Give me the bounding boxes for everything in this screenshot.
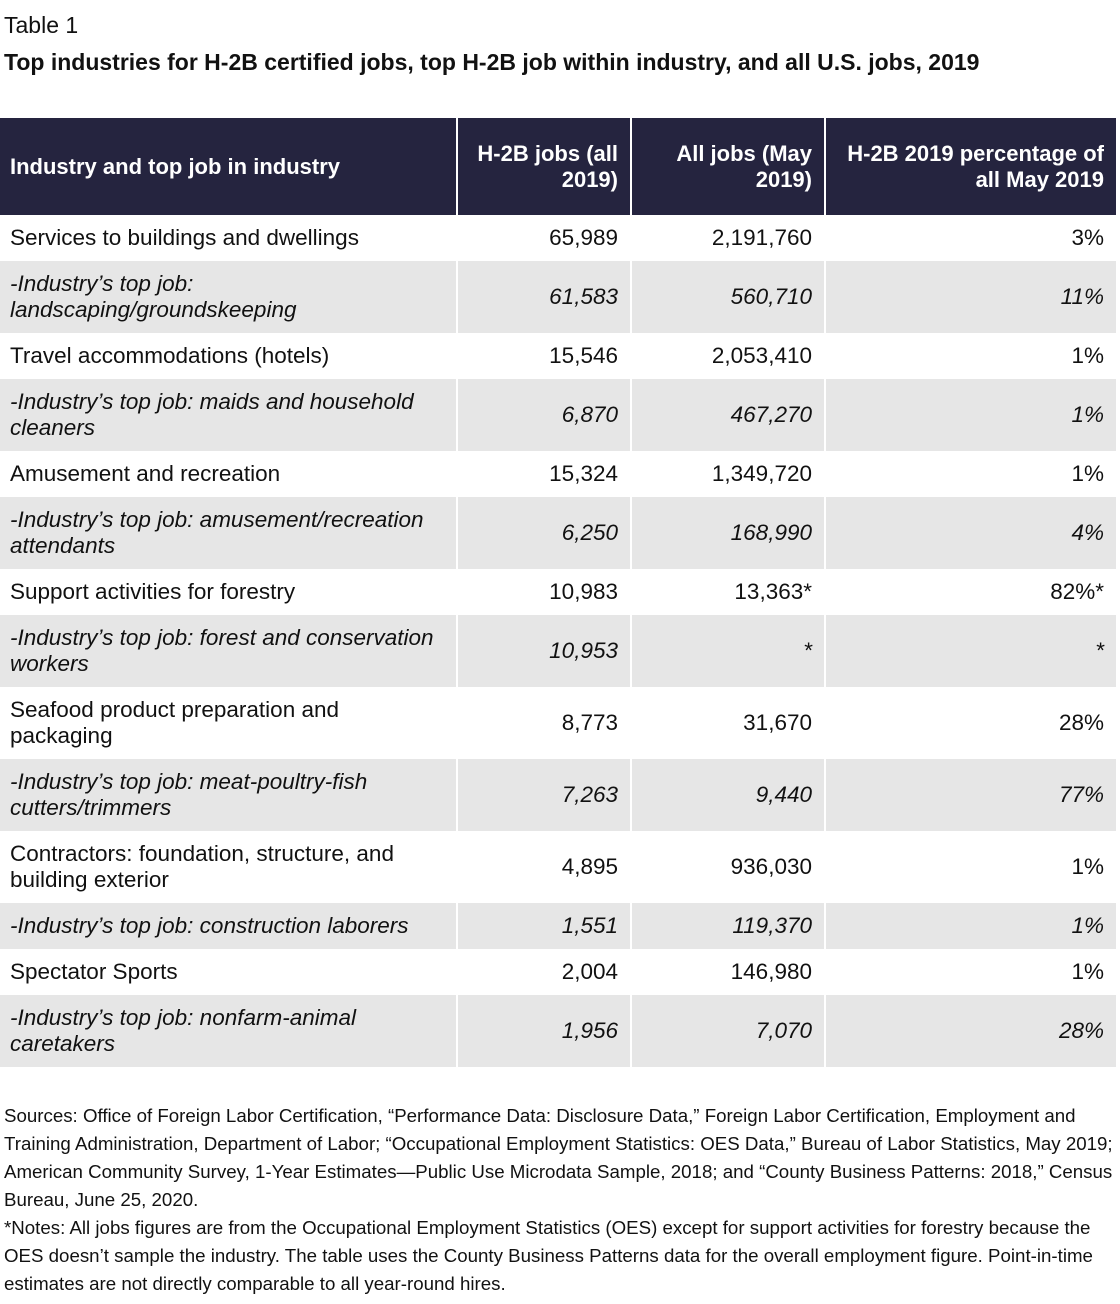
- table-cell: 4%: [824, 497, 1116, 569]
- table-cell: Services to buildings and dwellings: [10, 225, 359, 250]
- table-cell: 1%: [824, 903, 1116, 949]
- table-cell: 31,670: [630, 687, 825, 759]
- industry-row: Contractors: foundation, structure, and …: [0, 831, 1116, 903]
- table-cell: 1%: [824, 831, 1116, 903]
- table-cell: 1,956: [456, 995, 631, 1067]
- table-cell: 15,324: [456, 451, 631, 497]
- table-cell: 9,440: [630, 759, 825, 831]
- column-header: Industry and top job in industry: [0, 118, 457, 215]
- table-cell: 936,030: [630, 831, 825, 903]
- table-cell: Travel accommodations (hotels): [10, 343, 330, 368]
- sub-row: -Industry’s top job: amusement/recreatio…: [0, 497, 1116, 569]
- table-cell: 467,270: [630, 379, 825, 451]
- table-cell: 82%*: [824, 569, 1116, 615]
- table-cell: 1%: [824, 379, 1116, 451]
- industry-row: Amusement and recreation 15,324 1,349,720 1…: [0, 451, 1116, 497]
- table-cell: 8,773: [456, 687, 631, 759]
- sub-row: -Industry’s top job: nonfarm-animal care…: [0, 995, 1116, 1067]
- table-cell: *: [824, 615, 1116, 687]
- table-cell: 61,583: [456, 261, 631, 333]
- table-cell: 1%: [824, 333, 1116, 379]
- table-cell: Spectator Sports: [10, 959, 178, 984]
- industry-row: Travel accommodations (hotels) 15,546 2,05…: [0, 333, 1116, 379]
- table-cell: -Industry’s top job: landscaping/grounds…: [0, 261, 457, 333]
- table-cell: 1%: [824, 949, 1116, 995]
- table-cell: 168,990: [630, 497, 825, 569]
- table-cell: 3%: [824, 215, 1116, 261]
- header-row: Industry and top job in industry H-2B job…: [0, 118, 1116, 215]
- table-cell: 65,989: [456, 215, 631, 261]
- sub-row: -Industry’s top job: forest and conserva…: [0, 615, 1116, 687]
- table-cell: Seafood product preparation and packagin…: [10, 697, 339, 748]
- table-cell: 1%: [824, 451, 1116, 497]
- industry-row: Spectator Sports 2,004 146,980 1%: [0, 949, 1116, 995]
- notes: *Notes: All jobs figures are from the Oc…: [4, 1217, 1093, 1294]
- table-cell: 119,370: [630, 903, 825, 949]
- industry-row: Services to buildings and dwellings 65,98…: [0, 215, 1116, 261]
- table-cell: 2,191,760: [630, 215, 825, 261]
- table-cell: -Industry’s top job: maids and household…: [0, 379, 457, 451]
- table-cell: 11%: [824, 261, 1116, 333]
- table-cell: 10,983: [456, 569, 631, 615]
- column-header: H-2B jobs (all 2019): [456, 118, 631, 215]
- table-cell: 6,250: [456, 497, 631, 569]
- sub-row: -Industry’s top job: construction labore…: [0, 903, 1116, 949]
- table-cell: 7,070: [630, 995, 825, 1067]
- table-cell: -Industry’s top job: meat-poultry-fish c…: [0, 759, 457, 831]
- sub-row: -Industry’s top job: meat-poultry-fish c…: [0, 759, 1116, 831]
- table-body: Services to buildings and dwellings 65,98…: [0, 215, 1116, 1067]
- table-cell: *: [630, 615, 825, 687]
- table-cell: 7,263: [456, 759, 631, 831]
- table-cell: 15,546: [456, 333, 631, 379]
- table-cell: 13,363*: [630, 569, 825, 615]
- industry-row: Support activities for forestry 10,983 13,…: [0, 569, 1116, 615]
- table-cell: 6,870: [456, 379, 631, 451]
- sources: Sources: Office of Foreign Labor Certifi…: [4, 1105, 1113, 1210]
- table-cell: 4,895: [456, 831, 631, 903]
- table-cell: 1,349,720: [630, 451, 825, 497]
- industry-row: Seafood product preparation and packagin…: [0, 687, 1116, 759]
- table-cell: Amusement and recreation: [10, 461, 281, 486]
- table-cell: -Industry’s top job: nonfarm-animal care…: [0, 995, 457, 1067]
- column-header: All jobs (May 2019): [630, 118, 825, 215]
- table-cell: -Industry’s top job: amusement/recreatio…: [0, 497, 457, 569]
- table-cell: -Industry’s top job: construction labore…: [0, 903, 457, 949]
- table-cell: 2,053,410: [630, 333, 825, 379]
- table-cell: Contractors: foundation, structure, and …: [10, 841, 394, 892]
- data-table: Industry and top job in industry H-2B job…: [0, 118, 1116, 1067]
- column-header: H-2B 2019 percentage of all May 2019: [824, 118, 1116, 215]
- sub-row: -Industry’s top job: maids and household…: [0, 379, 1116, 451]
- table-cell: 2,004: [456, 949, 631, 995]
- table-label: Table 1: [4, 12, 79, 38]
- table-cell: 28%: [824, 995, 1116, 1067]
- footer: Sources: Office of Foreign Labor Certifi…: [4, 1102, 1114, 1298]
- table-cell: 560,710: [630, 261, 825, 333]
- table-cell: 1,551: [456, 903, 631, 949]
- table-cell: 146,980: [630, 949, 825, 995]
- table-cell: 10,953: [456, 615, 631, 687]
- table-cell: 28%: [824, 687, 1116, 759]
- sub-row: -Industry’s top job: landscaping/grounds…: [0, 261, 1116, 333]
- table-title: Top industries for H-2B certified jobs, …: [4, 49, 980, 75]
- table-cell: -Industry’s top job: forest and conserva…: [0, 615, 457, 687]
- table-cell: 77%: [824, 759, 1116, 831]
- table-cell: Support activities for forestry: [10, 579, 296, 604]
